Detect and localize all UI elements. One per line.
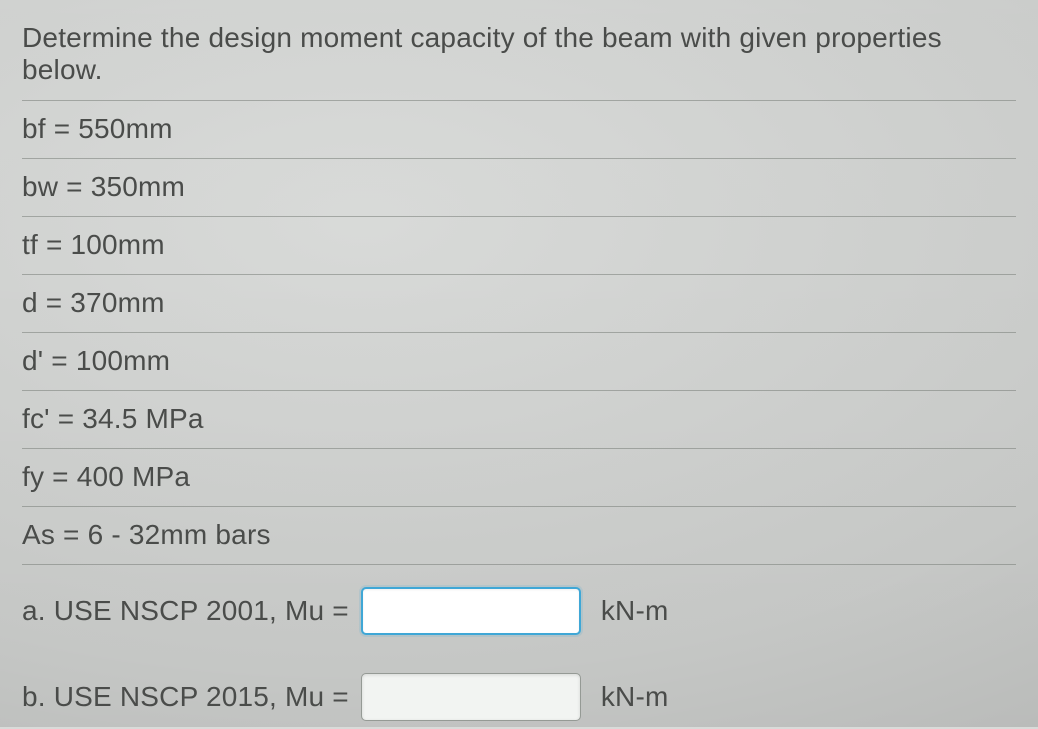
answer-a-label: a. USE NSCP 2001, Mu = xyxy=(22,595,349,627)
answer-b-label: b. USE NSCP 2015, Mu = xyxy=(22,681,349,713)
property-row: tf = 100mm xyxy=(22,217,1016,275)
property-text: bw = 350mm xyxy=(22,171,185,203)
answer-b-input[interactable] xyxy=(361,673,581,721)
property-row: bf = 550mm xyxy=(22,101,1016,159)
problem-sheet: Determine the design moment capacity of … xyxy=(0,0,1038,729)
property-row: d' = 100mm xyxy=(22,333,1016,391)
property-text: fc' = 34.5 MPa xyxy=(22,403,204,435)
property-text: As = 6 - 32mm bars xyxy=(22,519,271,551)
question-prompt: Determine the design moment capacity of … xyxy=(22,18,1016,101)
prompt-text: Determine the design moment capacity of … xyxy=(22,22,1016,86)
property-text: d = 370mm xyxy=(22,287,165,319)
property-row: fy = 400 MPa xyxy=(22,449,1016,507)
answer-a-input[interactable] xyxy=(361,587,581,635)
property-text: fy = 400 MPa xyxy=(22,461,190,493)
property-row: As = 6 - 32mm bars xyxy=(22,507,1016,565)
property-row: fc' = 34.5 MPa xyxy=(22,391,1016,449)
answer-row-b: b. USE NSCP 2015, Mu = kN-m xyxy=(22,643,1016,729)
property-row: bw = 350mm xyxy=(22,159,1016,217)
answer-a-unit: kN-m xyxy=(601,595,669,627)
property-text: tf = 100mm xyxy=(22,229,165,261)
property-row: d = 370mm xyxy=(22,275,1016,333)
answer-b-unit: kN-m xyxy=(601,681,669,713)
answer-row-a: a. USE NSCP 2001, Mu = kN-m xyxy=(22,565,1016,643)
property-text: d' = 100mm xyxy=(22,345,170,377)
property-text: bf = 550mm xyxy=(22,113,173,145)
